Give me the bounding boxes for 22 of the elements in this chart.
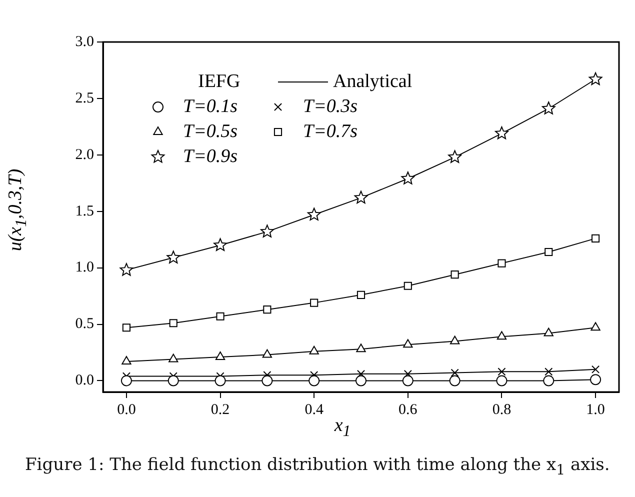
x-axis-title: x$_{1}$ bbox=[334, 415, 351, 440]
y-tick-label: 1.0 bbox=[75, 260, 94, 276]
legend-label: T=0.5s bbox=[183, 121, 238, 142]
x-tick-label: 0.4 bbox=[304, 402, 324, 418]
x-tick-label: 0.8 bbox=[492, 402, 512, 418]
y-tick-label: 1.5 bbox=[75, 203, 94, 220]
caption: Figure 1: The field function distribution with time along the x$_{1}$ axis. bbox=[25, 455, 610, 478]
x-tick-label: 0.6 bbox=[398, 402, 418, 418]
legend-title: IEFG bbox=[198, 70, 240, 92]
legend-label: T=0.1s bbox=[183, 96, 238, 117]
y-tick-label: 2.5 bbox=[75, 90, 94, 106]
annotation: Analytical bbox=[333, 70, 412, 92]
y-tick-label: 3.0 bbox=[75, 34, 94, 50]
x-tick-label: 0.2 bbox=[210, 402, 230, 418]
legend-label: T=0.9s bbox=[183, 146, 238, 167]
y-tick-label: 0.5 bbox=[75, 316, 94, 332]
legend-label: T=0.7s bbox=[303, 121, 358, 142]
y-tick-label: 2.0 bbox=[75, 146, 94, 163]
y-tick-label: 0.0 bbox=[75, 372, 94, 389]
x-tick-label: 0.0 bbox=[117, 402, 136, 418]
legend-label: T=0.3s bbox=[303, 96, 358, 117]
x-tick-label: 1.0 bbox=[586, 402, 605, 418]
